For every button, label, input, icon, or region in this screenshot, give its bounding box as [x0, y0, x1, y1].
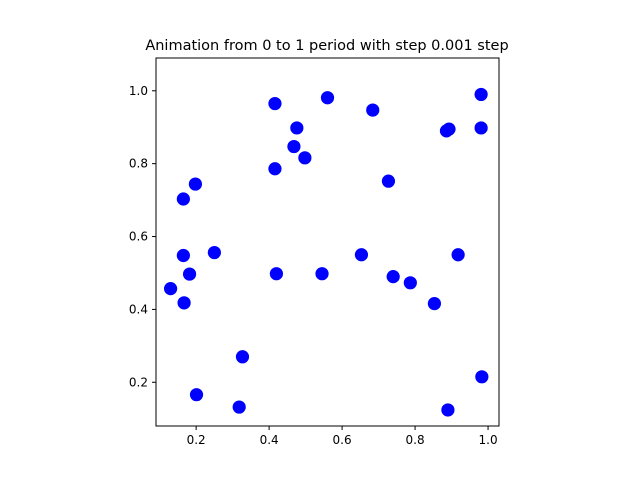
- scatter-point: [269, 267, 284, 281]
- scatter-point: [188, 177, 203, 191]
- scatter-point: [268, 162, 282, 176]
- scatter-point: [176, 192, 190, 206]
- scatter-point: [235, 350, 250, 364]
- scatter-point: [403, 276, 417, 290]
- scatter-point: [207, 245, 221, 260]
- scatter-point: [232, 400, 246, 414]
- y-tick-label: 0.4: [129, 302, 148, 316]
- scatter-point: [475, 370, 489, 384]
- chart-title: Animation from 0 to 1 period with step 0…: [145, 38, 508, 54]
- y-tick-label: 0.8: [129, 157, 148, 171]
- scatter-point: [427, 296, 442, 311]
- scatter-point: [320, 91, 335, 105]
- scatter-point: [163, 282, 178, 296]
- scatter-point: [386, 270, 400, 284]
- scatter-point: [474, 121, 488, 135]
- scatter-point: [354, 248, 369, 262]
- scatter-point: [442, 122, 456, 136]
- scatter-point: [189, 388, 204, 402]
- scatter-point: [366, 103, 380, 117]
- scatter-point: [290, 121, 304, 135]
- x-tick-label: 0.2: [187, 433, 206, 447]
- plot-area: 0.2 0.4 0.6 0.8 1.0 0.2 0.4 0.6 0.8 1.0: [129, 57, 500, 447]
- axes-frame: [155, 57, 500, 427]
- scatter-point: [451, 248, 465, 262]
- scatter-point: [298, 151, 312, 165]
- scatter-point: [474, 87, 488, 102]
- y-tick-label: 0.6: [129, 230, 148, 244]
- scatter-point: [176, 248, 190, 263]
- y-tick-label: 0.2: [129, 375, 148, 389]
- scatter-point: [315, 267, 329, 281]
- x-tick-label: 1.0: [479, 433, 498, 447]
- scatter-point: [182, 267, 197, 281]
- scatter-point: [381, 174, 396, 188]
- x-tick-label: 0.6: [333, 433, 352, 447]
- x-tick-label: 0.4: [260, 433, 279, 447]
- scatter-point: [287, 139, 301, 154]
- scatter-point: [441, 403, 455, 417]
- x-tick-label: 0.8: [406, 433, 425, 447]
- scatter-point: [177, 296, 191, 310]
- y-tick-label: 1.0: [129, 84, 148, 98]
- scatter-point: [268, 96, 282, 111]
